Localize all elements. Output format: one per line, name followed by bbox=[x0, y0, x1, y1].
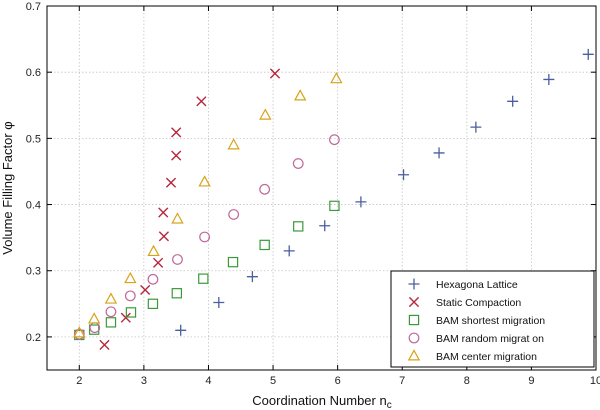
data-point-x bbox=[140, 284, 151, 296]
data-point-circle bbox=[172, 254, 183, 265]
legend-label: BAM shortest migration bbox=[436, 315, 545, 327]
data-point-plus bbox=[433, 147, 445, 159]
data-point-square bbox=[227, 256, 239, 268]
data-point-plus bbox=[319, 220, 331, 232]
legend-box bbox=[390, 270, 595, 368]
data-point-x bbox=[120, 312, 131, 323]
data-point-plus bbox=[470, 121, 482, 133]
data-point-plus bbox=[246, 271, 258, 283]
data-point-circle bbox=[105, 306, 117, 318]
data-point-plus bbox=[507, 95, 519, 107]
x-axis-label-main: Coordination Number n bbox=[252, 393, 386, 408]
data-point-x bbox=[171, 150, 182, 161]
legend-marker-square bbox=[408, 314, 420, 326]
data-point-plus bbox=[355, 196, 367, 208]
y-tick-label: 0.3 bbox=[26, 266, 41, 278]
data-point-plus bbox=[543, 73, 555, 85]
y-tick-label: 0.4 bbox=[26, 200, 41, 212]
data-point-triangle bbox=[227, 138, 240, 150]
y-axis-label: Volume Filling Factor φ bbox=[0, 121, 15, 254]
y-tick-label: 0.2 bbox=[26, 332, 41, 344]
x-axis-label: Coordination Number nc bbox=[252, 393, 391, 410]
data-point-triangle bbox=[293, 89, 307, 101]
data-point-x bbox=[196, 96, 207, 107]
x-tick-label: 8 bbox=[464, 375, 470, 387]
x-tick-label: 9 bbox=[528, 375, 534, 387]
data-point-square bbox=[293, 221, 304, 232]
data-point-square bbox=[171, 288, 183, 299]
data-point-x bbox=[165, 177, 177, 188]
data-point-circle bbox=[199, 231, 210, 243]
data-point-x bbox=[99, 339, 110, 350]
plot-frame bbox=[46, 5, 597, 371]
x-tick-label: 6 bbox=[335, 375, 341, 387]
legend-marker-plus bbox=[408, 278, 420, 290]
data-point-x bbox=[158, 231, 169, 242]
data-point-triangle bbox=[198, 175, 211, 187]
data-point-plus bbox=[582, 48, 594, 60]
legend-label: Static Compaction bbox=[436, 297, 521, 309]
x-tick-label: 4 bbox=[205, 375, 211, 387]
data-point-square bbox=[125, 307, 137, 318]
data-point-square bbox=[105, 317, 117, 328]
x-tick-label: 5 bbox=[270, 375, 276, 387]
data-point-square bbox=[329, 200, 340, 212]
data-point-plus bbox=[175, 324, 187, 336]
x-tick-label: 7 bbox=[399, 375, 405, 387]
legend-label: BAM random migrat on bbox=[436, 333, 544, 345]
y-tick-label: 0.6 bbox=[26, 67, 41, 79]
legend-label: BAM center migration bbox=[436, 351, 537, 363]
data-point-triangle bbox=[104, 292, 118, 304]
x-axis-label-subscript: c bbox=[387, 400, 392, 410]
data-point-triangle bbox=[330, 71, 343, 84]
data-point-square bbox=[198, 273, 209, 284]
data-point-triangle bbox=[259, 108, 272, 120]
legend-marker-triangle bbox=[407, 349, 421, 361]
x-tick-label: 3 bbox=[141, 375, 147, 387]
data-point-triangle bbox=[73, 326, 86, 338]
legend-marker-x bbox=[408, 296, 420, 308]
data-point-triangle bbox=[87, 312, 101, 324]
data-point-circle bbox=[259, 183, 271, 195]
data-point-plus bbox=[213, 296, 225, 308]
data-point-triangle bbox=[171, 212, 184, 224]
data-point-circle bbox=[228, 209, 240, 220]
x-tick-label: 10 bbox=[590, 375, 600, 387]
y-tick-label: 0.7 bbox=[26, 1, 41, 13]
axis-ticks: 2 3 4 5 6 7 8 9 10 0.2 0.3 0.4 0.5 0.6 0.7 bbox=[26, 1, 600, 387]
data-point-circle bbox=[329, 134, 340, 146]
legend-marker-circle bbox=[408, 332, 420, 344]
data-point-x bbox=[158, 207, 169, 218]
data-point-circle bbox=[292, 158, 304, 169]
data-point-circle bbox=[124, 290, 136, 302]
x-tick-label: 2 bbox=[76, 375, 82, 387]
data-point-x bbox=[152, 257, 164, 268]
data-point-triangle bbox=[147, 244, 160, 257]
data-point-plus bbox=[398, 169, 410, 181]
data-point-circle bbox=[147, 273, 159, 285]
data-points bbox=[73, 48, 594, 350]
data-point-square bbox=[147, 298, 159, 310]
data-point-square bbox=[259, 239, 270, 251]
y-tick-label: 0.5 bbox=[26, 133, 41, 145]
data-point-triangle bbox=[124, 271, 137, 284]
data-point-circle bbox=[73, 328, 85, 340]
legend: Hexagona Lattice Static Compaction BAM sho… bbox=[390, 270, 595, 368]
data-point-x bbox=[269, 68, 281, 79]
data-point-x bbox=[171, 127, 182, 138]
legend-label: Hexagona Lattice bbox=[436, 279, 518, 291]
data-point-plus bbox=[283, 245, 295, 257]
